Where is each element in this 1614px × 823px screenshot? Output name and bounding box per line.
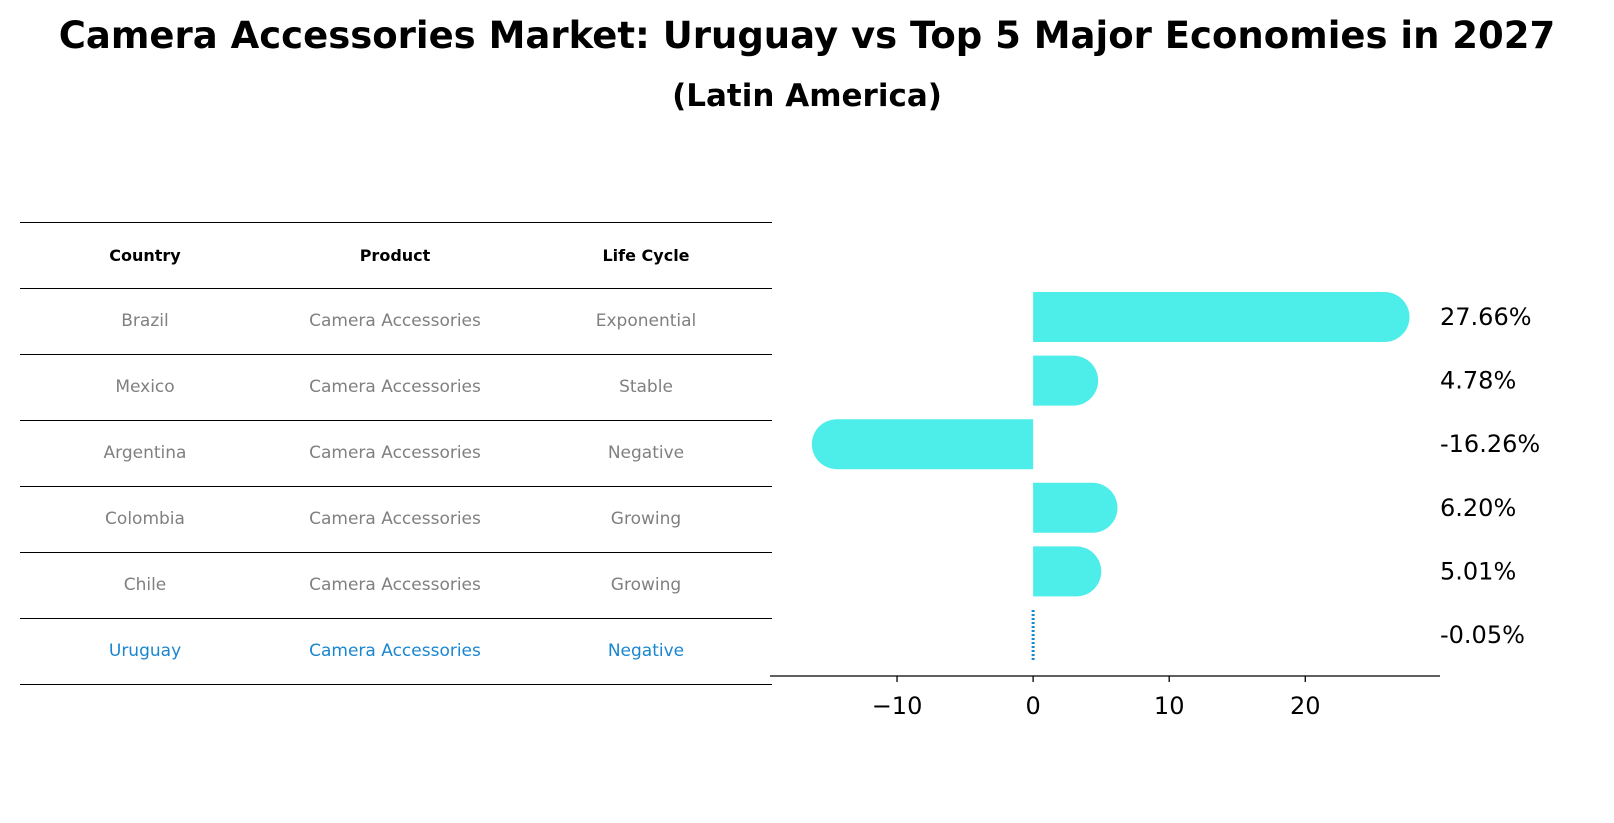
table-row: Mexico Camera Accessories Stable	[20, 354, 772, 420]
bar-chart-canvas: 27.66% 4.78% -16.26% 6.20% 5.01% -0.05% −10 0 10…	[770, 292, 1540, 720]
table-header-row: Country Product Life Cycle	[20, 222, 772, 288]
bar-brazil	[1033, 292, 1410, 342]
value-label: 4.78%	[1440, 367, 1516, 395]
value-label: 5.01%	[1440, 557, 1516, 585]
value-label: -0.05%	[1440, 621, 1525, 649]
bar-mexico	[1033, 355, 1099, 406]
cell-product: Camera Accessories	[309, 509, 481, 529]
cell-life-cycle: Negative	[607, 641, 685, 661]
value-label: -16.26%	[1440, 430, 1540, 458]
table-row: Brazil Camera Accessories Exponential	[20, 288, 772, 354]
cell-life-cycle: Exponential	[595, 311, 697, 331]
cell-life-cycle: Negative	[607, 443, 685, 463]
x-tick-label: −10	[872, 692, 923, 720]
cell-country: Uruguay	[108, 641, 182, 661]
bar-colombia	[1033, 482, 1118, 533]
table-rule	[20, 486, 772, 487]
cell-life-cycle: Growing	[610, 509, 682, 529]
table-row: Uruguay Camera Accessories Negative	[20, 618, 772, 684]
cell-country: Argentina	[103, 443, 187, 463]
cell-product: Camera Accessories	[309, 311, 481, 331]
chart-subtitle: (Latin America)	[672, 78, 942, 114]
value-label: 6.20%	[1440, 494, 1516, 522]
table-rule	[20, 618, 772, 619]
cell-product: Camera Accessories	[309, 575, 481, 595]
cell-country: Colombia	[105, 509, 185, 529]
header-product: Product	[359, 245, 431, 265]
cell-product: Camera Accessories	[309, 377, 481, 397]
table-rule	[20, 420, 772, 421]
x-tick-label: 0	[1025, 692, 1040, 720]
header-life-cycle: Life Cycle	[602, 245, 690, 265]
x-tick-label: 10	[1154, 692, 1185, 720]
table-rule	[20, 288, 772, 289]
cell-life-cycle: Growing	[610, 575, 682, 595]
header-country: Country	[109, 245, 181, 265]
table-row: Colombia Camera Accessories Growing	[20, 486, 772, 552]
chart-title: Camera Accessories Market: Uruguay vs To…	[58, 14, 1556, 57]
bar-argentina	[811, 419, 1034, 470]
table-rule	[20, 222, 772, 223]
cell-product: Camera Accessories	[309, 443, 481, 463]
x-tick-label: 20	[1290, 692, 1321, 720]
cell-life-cycle: Stable	[619, 377, 673, 397]
table-row: Argentina Camera Accessories Negative	[20, 420, 772, 486]
bar-chile	[1033, 546, 1102, 597]
table-rule	[20, 552, 772, 553]
cell-country: Mexico	[115, 377, 175, 397]
cell-country: Chile	[123, 575, 167, 595]
table-row: Chile Camera Accessories Growing	[20, 552, 772, 618]
table-rule	[20, 354, 772, 355]
value-label: 27.66%	[1440, 303, 1532, 331]
cell-product: Camera Accessories	[309, 641, 481, 661]
cell-country: Brazil	[121, 311, 169, 331]
table-rule	[20, 684, 772, 685]
bar-chart: 27.66% 4.78% -16.26% 6.20% 5.01% -0.05% −10 0 10…	[770, 280, 1600, 760]
